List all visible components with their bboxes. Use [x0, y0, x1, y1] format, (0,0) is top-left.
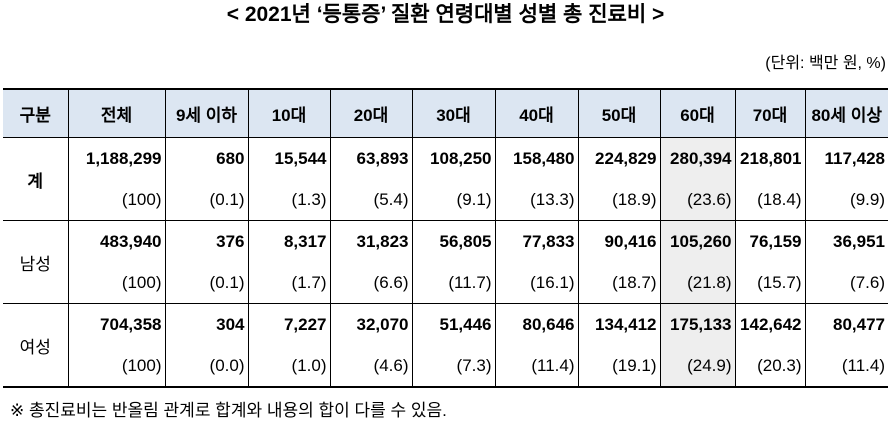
unit-note: (단위: 백만 원, %) [765, 55, 886, 72]
header-age-30s: 30대 [412, 88, 496, 138]
share-percent: (11.4) [495, 345, 579, 388]
share-percent: (11.4) [805, 345, 888, 388]
table-row-female-share: (100) (0.0) (1.0) (4.6) (7.3) (11.4) (19… [3, 345, 888, 388]
share-percent: (13.3) [495, 179, 579, 221]
cost-value: 80,646 [495, 303, 579, 345]
row-label-male: 남성 [3, 220, 69, 304]
share-percent: (1.7) [248, 262, 331, 304]
share-percent: (0.0) [165, 345, 249, 388]
header-age-60s: 60대 [660, 88, 736, 138]
table-row-male-share: (100) (0.1) (1.7) (6.6) (11.7) (16.1) (1… [3, 262, 888, 304]
share-percent: (4.6) [330, 345, 413, 388]
cost-value: 76,159 [735, 220, 806, 262]
cost-value: 224,829 [578, 137, 661, 179]
row-label-female: 여성 [3, 303, 69, 388]
cost-value: 304 [165, 303, 249, 345]
header-age-40s: 40대 [495, 88, 579, 138]
header-age-10s: 10대 [248, 88, 331, 138]
cost-value: 483,940 [68, 220, 166, 262]
share-percent: (24.9) [660, 345, 736, 388]
cost-value: 32,070 [330, 303, 413, 345]
table-row-total-share: (100) (0.1) (1.3) (5.4) (9.1) (13.3) (18… [3, 179, 888, 221]
share-percent: (18.4) [735, 179, 806, 221]
header-category: 구분 [3, 88, 69, 138]
cost-value: 158,480 [495, 137, 579, 179]
table-row-male-cost: 남성 483,940 376 8,317 31,823 56,805 77,83… [3, 220, 888, 304]
cost-value: 117,428 [805, 137, 888, 179]
cost-value: 80,477 [805, 303, 888, 345]
cost-value: 680 [165, 137, 249, 179]
share-percent: (0.1) [165, 262, 249, 304]
cost-value: 51,446 [412, 303, 496, 345]
cost-value: 175,133 [660, 303, 736, 345]
header-age-20s: 20대 [330, 88, 413, 138]
share-percent: (16.1) [495, 262, 579, 304]
share-percent: (0.1) [165, 179, 249, 221]
share-percent: (1.3) [248, 179, 331, 221]
cost-value: 704,358 [68, 303, 166, 345]
cost-value: 56,805 [412, 220, 496, 262]
page-title: < 2021년 ‘등통증’ 질환 연령대별 성별 총 진료비 > [226, 3, 665, 26]
share-percent: (100) [68, 262, 166, 304]
cost-value: 7,227 [248, 303, 331, 345]
share-percent: (1.0) [248, 345, 331, 388]
cost-value: 280,394 [660, 137, 736, 179]
cost-value: 77,833 [495, 220, 579, 262]
share-percent: (19.1) [578, 345, 661, 388]
cost-value: 105,260 [660, 220, 736, 262]
cost-value: 1,188,299 [68, 137, 166, 179]
cost-value: 31,823 [330, 220, 413, 262]
share-percent: (7.6) [850, 272, 885, 292]
header-age-50s: 50대 [578, 88, 661, 138]
cost-value: 376 [165, 220, 249, 262]
share-percent: (18.9) [578, 179, 661, 221]
share-percent: (6.6) [330, 262, 413, 304]
share-percent: (23.6) [660, 179, 736, 221]
table-row-female-cost: 여성 704,358 304 7,227 32,070 51,446 80,64… [3, 303, 888, 388]
cost-value: 218,801 [735, 137, 806, 179]
header-age-70s: 70대 [735, 88, 806, 138]
share-percent: (7.3) [412, 345, 496, 388]
cost-value: 8,317 [248, 220, 331, 262]
share-percent: (9.1) [412, 179, 496, 221]
share-percent: (100) [68, 179, 166, 221]
data-table: 구분 전체 9세 이하 10대 20대 30대 40대 50대 60대 70대 … [3, 88, 888, 388]
cost-value: 15,544 [248, 137, 331, 179]
share-percent: (15.7) [735, 262, 806, 304]
share-percent: (9.9) [850, 189, 885, 209]
header-age-80-plus: 80세 이상 [805, 88, 888, 138]
cost-value: 142,642 [735, 303, 806, 345]
table-row-total-cost: 계 1,188,299 680 15,544 63,893 108,250 15… [3, 137, 888, 221]
share-percent: (5.4) [330, 179, 413, 221]
header-age-under-9: 9세 이하 [165, 88, 249, 138]
cost-value: 90,416 [578, 220, 661, 262]
share-percent: (21.8) [660, 262, 736, 304]
header-row: 구분 전체 9세 이하 10대 20대 30대 40대 50대 60대 70대 … [3, 88, 888, 138]
share-percent: (100) [68, 345, 166, 388]
cost-value: 134,412 [578, 303, 661, 345]
share-percent: (20.3) [735, 345, 806, 388]
share-percent: (11.7) [412, 262, 496, 304]
row-label-total: 계 [3, 137, 69, 221]
footnote: ※ 총진료비는 반올림 관계로 합계와 내용의 합이 다를 수 있음. [10, 401, 447, 420]
cost-value: 63,893 [330, 137, 413, 179]
cost-value: 36,951 [805, 220, 888, 262]
cost-value: 108,250 [412, 137, 496, 179]
header-total: 전체 [68, 88, 166, 138]
share-percent: (18.7) [578, 262, 661, 304]
